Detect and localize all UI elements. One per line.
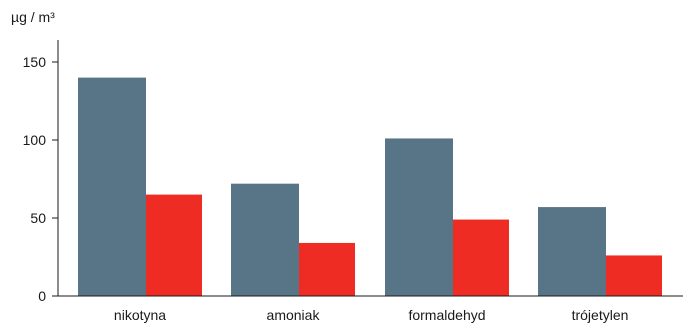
y-tick-label: 50 xyxy=(30,210,46,226)
x-tick-label: trójetylen xyxy=(572,307,629,323)
x-tick-label: amoniak xyxy=(267,307,321,323)
x-tick-label: formaldehyd xyxy=(408,307,485,323)
bar-formaldehyd-series-2 xyxy=(453,219,509,296)
y-tick-label: 100 xyxy=(23,132,47,148)
x-tick-label: nikotyna xyxy=(114,307,166,323)
bar-trójetylen-series-1 xyxy=(538,207,606,296)
y-axis-ticks: 0 50 100 150 xyxy=(23,54,58,304)
bar-amoniak-series-1 xyxy=(231,183,299,296)
y-tick-label: 0 xyxy=(38,288,46,304)
bar-nikotyna-series-2 xyxy=(146,194,202,296)
bar-amoniak-series-2 xyxy=(299,242,355,296)
bars xyxy=(78,77,662,296)
bar-formaldehyd-series-1 xyxy=(385,138,453,296)
y-axis-label: µg / m³ xyxy=(11,9,55,25)
y-tick-label: 150 xyxy=(23,54,47,70)
x-axis-tick-labels: nikotyna amoniak formaldehyd trójetylen xyxy=(114,307,628,323)
bar-trójetylen-series-2 xyxy=(606,255,662,296)
bar-nikotyna-series-1 xyxy=(78,77,146,296)
